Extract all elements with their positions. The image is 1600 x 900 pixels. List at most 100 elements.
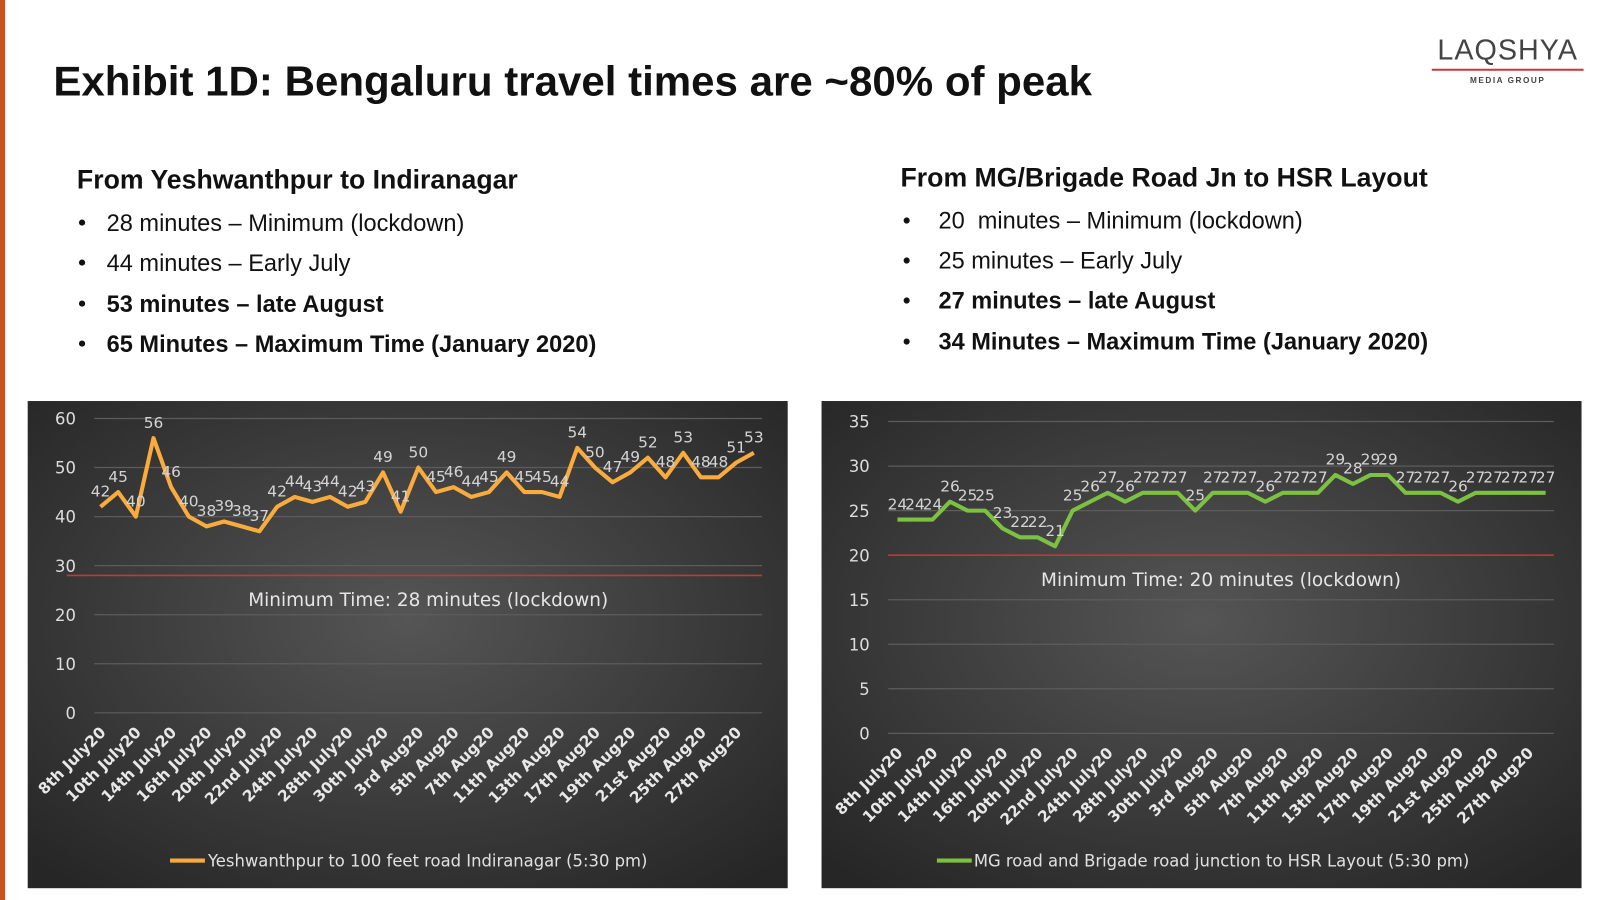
data-label: 48 xyxy=(709,453,729,471)
data-label: 27 xyxy=(1221,469,1241,487)
legend-label: Yeshwanthpur to 100 feet road Indiranaga… xyxy=(207,852,647,871)
data-label: 45 xyxy=(479,468,499,486)
data-label: 44 xyxy=(462,473,482,491)
y-tick-label: 20 xyxy=(849,546,870,565)
side-strip xyxy=(0,0,6,900)
logo-name: LAQSHYA xyxy=(1437,34,1578,66)
y-tick-label: 20 xyxy=(55,606,76,625)
data-label: 44 xyxy=(320,473,340,491)
bullet-dot xyxy=(903,297,910,304)
data-label: 45 xyxy=(108,468,128,486)
data-label: 48 xyxy=(691,453,711,471)
y-tick-label: 60 xyxy=(55,410,76,429)
data-label: 27 xyxy=(1466,469,1486,487)
bullet-text: 44 minutes – Early July xyxy=(107,250,351,276)
y-tick-label: 40 xyxy=(55,508,76,527)
chart-panel xyxy=(27,401,788,889)
bullet-text: 25 minutes – Early July xyxy=(938,248,1182,274)
data-label: 27 xyxy=(1098,469,1118,487)
slide-title: Exhibit 1D: Bengaluru travel times are ~… xyxy=(53,57,1092,104)
data-label: 44 xyxy=(550,473,570,491)
data-label: 24 xyxy=(923,495,943,513)
data-label: 25 xyxy=(975,486,995,504)
data-label: 27 xyxy=(1483,469,1503,487)
y-tick-label: 50 xyxy=(55,459,76,478)
series-line xyxy=(99,436,755,534)
data-label: 27 xyxy=(1273,469,1293,487)
y-tick-label: 10 xyxy=(55,655,76,674)
data-label: 28 xyxy=(1343,460,1363,478)
data-label: 43 xyxy=(303,478,323,496)
data-label: 46 xyxy=(444,463,464,481)
data-label: 27 xyxy=(1431,469,1451,487)
bullet-dot xyxy=(78,300,86,307)
data-label: 25 xyxy=(1063,486,1083,504)
y-tick-label: 25 xyxy=(849,502,870,521)
bullet-dot xyxy=(78,259,86,266)
data-label: 27 xyxy=(1413,469,1433,487)
legend-label: MG road and Brigade road junction to HSR… xyxy=(974,852,1469,871)
data-label: 52 xyxy=(638,433,658,451)
data-label: 26 xyxy=(1448,477,1468,495)
bullet-text: 53 minutes – late August xyxy=(107,291,384,317)
data-label: 38 xyxy=(197,502,217,520)
data-label: 43 xyxy=(356,478,376,496)
logo-tagline: MEDIA GROUP xyxy=(1470,76,1545,85)
data-label: 27 xyxy=(1203,469,1223,487)
data-label: 41 xyxy=(391,487,411,505)
data-label: 27 xyxy=(1308,469,1328,487)
y-tick-label: 0 xyxy=(859,724,869,743)
data-label: 27 xyxy=(1536,469,1556,487)
bullet-dot xyxy=(903,257,910,264)
data-label: 54 xyxy=(567,424,587,442)
data-label: 49 xyxy=(620,448,640,466)
bullet-dot xyxy=(903,217,910,224)
bullet-text: 65 Minutes – Maximum Time (January 2020) xyxy=(107,331,597,357)
data-label: 26 xyxy=(1080,477,1100,495)
bullet-dot xyxy=(78,340,86,347)
y-tick-label: 0 xyxy=(65,704,75,723)
data-label: 27 xyxy=(1150,469,1170,487)
y-tick-label: 35 xyxy=(849,413,870,432)
data-label: 26 xyxy=(1115,477,1135,495)
data-label: 46 xyxy=(161,463,181,481)
data-label: 47 xyxy=(603,458,623,476)
data-label: 53 xyxy=(673,429,693,447)
section-heading: From Yeshwanthpur to Indiranagar xyxy=(77,165,518,195)
y-tick-label: 10 xyxy=(849,635,870,654)
bullet-text: 27 minutes – late August xyxy=(938,288,1215,314)
data-label: 40 xyxy=(179,492,199,510)
data-label: 56 xyxy=(144,414,164,432)
series-line xyxy=(897,472,1546,549)
data-label: 49 xyxy=(373,448,393,466)
data-label: 24 xyxy=(888,495,908,513)
data-label: 27 xyxy=(1133,469,1153,487)
data-label: 45 xyxy=(515,468,535,486)
data-label: 38 xyxy=(232,502,252,520)
data-label: 37 xyxy=(250,507,270,525)
data-label: 29 xyxy=(1361,451,1381,469)
data-label: 42 xyxy=(338,483,358,501)
bullet-text: 20 minutes – Minimum (lockdown) xyxy=(938,208,1302,234)
annotation: Minimum Time: 28 minutes (lockdown) xyxy=(248,590,608,611)
data-label: 24 xyxy=(905,495,925,513)
data-label: 40 xyxy=(126,492,146,510)
data-label: 49 xyxy=(497,448,517,466)
data-label: 29 xyxy=(1378,451,1398,469)
data-label: 44 xyxy=(285,473,305,491)
data-label: 45 xyxy=(426,468,446,486)
data-label: 50 xyxy=(409,443,429,461)
data-label: 27 xyxy=(1518,469,1538,487)
data-label: 51 xyxy=(726,438,746,456)
data-label: 53 xyxy=(744,429,764,447)
y-tick-label: 5 xyxy=(859,680,869,699)
data-label: 23 xyxy=(993,504,1013,522)
data-label: 39 xyxy=(214,497,234,515)
y-tick-label: 30 xyxy=(55,557,76,576)
data-label: 27 xyxy=(1238,469,1258,487)
y-tick-label: 30 xyxy=(849,457,870,476)
bullet-text: 28 minutes – Minimum (lockdown) xyxy=(107,210,465,236)
annotation: Minimum Time: 20 minutes (lockdown) xyxy=(1041,570,1401,591)
